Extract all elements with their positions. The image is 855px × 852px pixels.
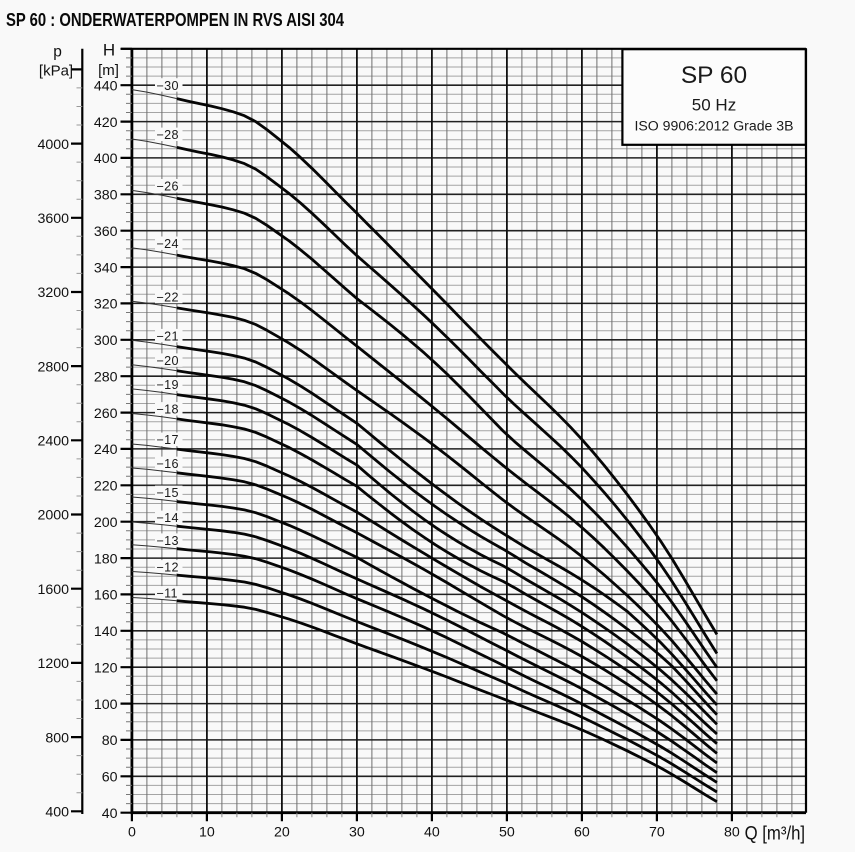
svg-text:3600: 3600 [37, 211, 69, 227]
svg-text:30: 30 [349, 825, 365, 841]
svg-text:140: 140 [94, 624, 118, 640]
svg-text:60: 60 [102, 770, 118, 786]
svg-text:420: 420 [94, 115, 118, 131]
svg-text:−14: −14 [157, 511, 179, 525]
svg-text:400: 400 [45, 805, 69, 821]
svg-text:260: 260 [94, 406, 118, 422]
svg-text:−15: −15 [157, 486, 179, 500]
svg-text:70: 70 [649, 825, 665, 841]
svg-text:40: 40 [102, 806, 118, 822]
svg-text:−28: −28 [157, 128, 179, 142]
svg-text:0: 0 [128, 825, 136, 841]
svg-text:[m]: [m] [98, 62, 119, 79]
svg-text:−18: −18 [157, 403, 179, 417]
svg-text:[kPa]: [kPa] [39, 63, 73, 80]
svg-text:40: 40 [424, 825, 440, 841]
svg-text:180: 180 [94, 551, 118, 567]
svg-text:−22: −22 [157, 291, 179, 305]
svg-text:380: 380 [94, 188, 118, 204]
svg-text:2400: 2400 [37, 434, 69, 450]
svg-text:280: 280 [94, 369, 118, 385]
svg-text:Q [m³/h]: Q [m³/h] [745, 824, 806, 845]
svg-text:80: 80 [102, 733, 118, 749]
svg-text:220: 220 [94, 479, 118, 495]
svg-text:−30: −30 [157, 79, 179, 93]
svg-text:20: 20 [274, 825, 290, 841]
svg-text:SP 60: SP 60 [681, 62, 747, 89]
svg-text:ISO 9906:2012 Grade 3B: ISO 9906:2012 Grade 3B [634, 118, 793, 134]
svg-text:1200: 1200 [37, 656, 69, 672]
svg-text:H: H [103, 40, 115, 59]
svg-text:3200: 3200 [37, 285, 69, 301]
svg-text:4000: 4000 [37, 137, 69, 153]
svg-text:p: p [53, 44, 62, 61]
svg-text:400: 400 [94, 151, 118, 167]
svg-text:1600: 1600 [37, 582, 69, 598]
svg-text:50: 50 [499, 825, 515, 841]
svg-text:360: 360 [94, 224, 118, 240]
svg-text:−17: −17 [157, 433, 179, 447]
svg-text:50 Hz: 50 Hz [692, 96, 736, 115]
svg-text:2800: 2800 [37, 359, 69, 375]
svg-text:440: 440 [94, 78, 118, 94]
svg-text:−16: −16 [157, 457, 179, 471]
svg-text:−21: −21 [157, 330, 179, 344]
svg-text:−24: −24 [157, 237, 179, 251]
svg-text:200: 200 [94, 515, 118, 531]
svg-text:160: 160 [94, 588, 118, 604]
svg-text:240: 240 [94, 442, 118, 458]
svg-text:60: 60 [574, 825, 590, 841]
svg-text:−13: −13 [157, 534, 179, 548]
svg-text:120: 120 [94, 660, 118, 676]
svg-text:SP 60 : ONDERWATERPOMPEN IN RV: SP 60 : ONDERWATERPOMPEN IN RVS AISI 304 [6, 10, 344, 30]
svg-text:−12: −12 [157, 561, 179, 575]
svg-text:−19: −19 [157, 378, 179, 392]
svg-text:100: 100 [94, 697, 118, 713]
svg-text:800: 800 [45, 730, 69, 746]
svg-text:−26: −26 [157, 180, 179, 194]
svg-text:−20: −20 [157, 354, 179, 368]
svg-text:10: 10 [199, 825, 215, 841]
svg-text:80: 80 [724, 825, 740, 841]
svg-text:−11: −11 [157, 587, 178, 601]
svg-text:340: 340 [94, 260, 118, 276]
svg-text:2000: 2000 [37, 508, 69, 524]
svg-text:300: 300 [94, 333, 118, 349]
svg-text:320: 320 [94, 297, 118, 313]
